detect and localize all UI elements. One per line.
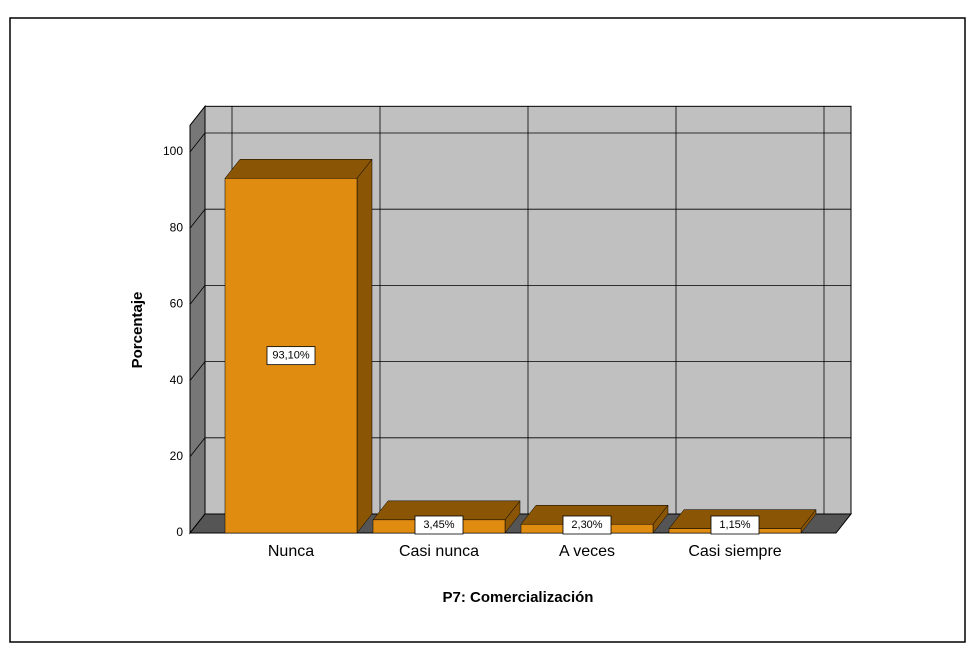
y-tick-label: 0 [176,525,183,539]
value-label: 2,30% [571,519,602,531]
value-label: 1,15% [719,519,750,531]
x-tick-label: Nunca [268,543,314,560]
wall-grid-line [189,285,206,305]
wall-grid-line [189,132,206,153]
wall-grid-line [189,361,206,381]
y-tick-label: 60 [170,297,184,311]
value-label-box [414,515,464,535]
y-tick-label: 20 [170,449,184,463]
bar-side [356,158,373,534]
value-label-box [266,346,316,366]
y-axis-title: Porcentaje [129,292,146,369]
value-label: 3,45% [423,519,454,531]
value-label-box [710,515,760,535]
wall-grid-line [189,437,206,458]
y-tick-label: 40 [170,373,184,387]
bar-top [224,159,373,179]
left-wall [189,104,206,535]
wall-grid-line [189,513,206,534]
wall-grid-line [189,208,206,229]
value-label-box [562,515,612,535]
x-tick-label: A veces [559,543,615,560]
x-axis-title: P7: Comercialización [443,589,594,606]
x-tick-label: Casi nunca [399,543,479,560]
value-label: 93,10% [272,350,310,362]
y-tick-label: 80 [170,220,184,234]
y-tick-label: 100 [163,144,183,158]
x-tick-label: Casi siempre [688,543,781,560]
